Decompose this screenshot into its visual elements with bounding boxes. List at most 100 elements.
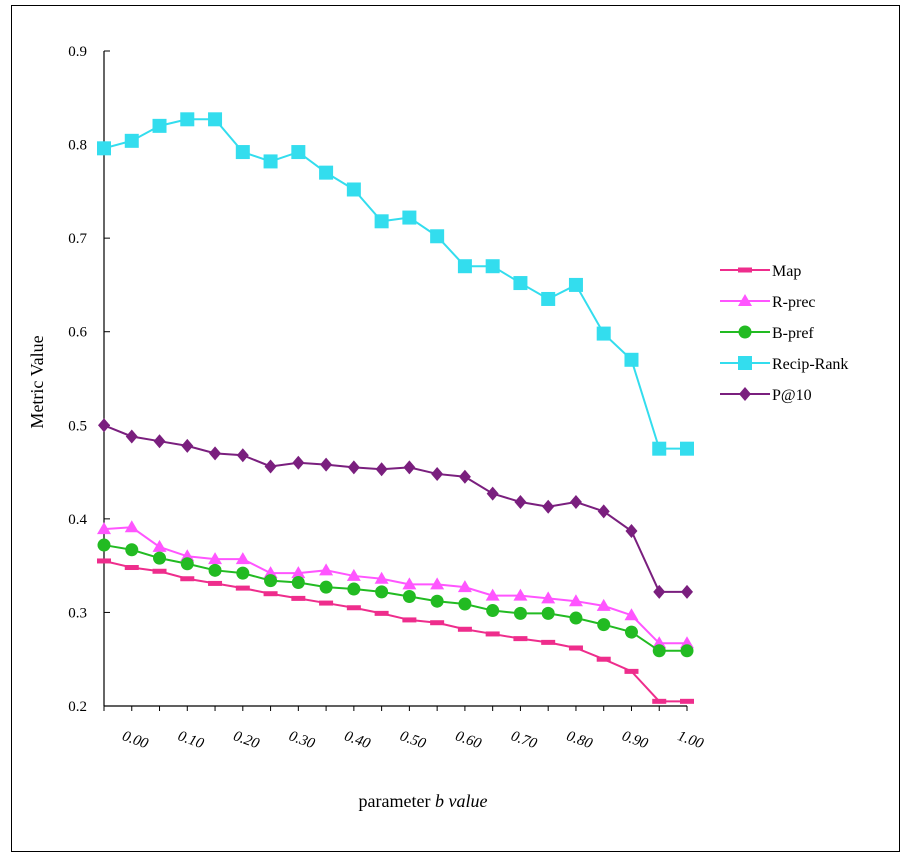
data-point [291,595,306,601]
data-point [291,566,306,579]
data-point [568,594,583,607]
data-point [403,460,416,475]
data-point [680,441,694,456]
data-point [292,455,305,470]
data-point [513,606,527,620]
data-point [568,277,583,292]
legend-label: R-prec [772,294,816,311]
data-point [374,214,389,229]
data-point [208,580,223,586]
legend-marker [739,387,751,401]
data-point [235,552,250,565]
data-point [568,645,583,651]
x-tick-label: 0.60 [453,728,484,752]
x-tick-label: 0.20 [231,728,262,752]
data-point [652,636,667,649]
data-point [124,565,139,571]
data-point [542,499,555,514]
data-point [209,446,222,461]
x-tick-label: 0.90 [620,728,651,752]
data-point [402,210,417,225]
data-point [124,133,139,148]
data-point [263,566,278,579]
data-point [596,326,611,341]
data-point [569,495,582,510]
data-point [597,618,611,632]
data-point [375,462,388,477]
data-point [652,698,667,704]
legend-marker [738,294,752,306]
data-point [431,466,444,481]
series-line [103,526,687,645]
data-point [624,625,638,639]
data-point [430,620,445,626]
legend: Map R-prec B-pref Recip-Rank P@10 [720,263,848,404]
data-point [153,551,167,565]
data-point [680,644,694,658]
data-point [624,668,639,674]
series-recip-rank [97,112,694,456]
data-point [263,591,278,597]
series-line [103,544,687,652]
data-point [430,229,445,244]
data-point [97,141,111,156]
data-point [624,608,639,621]
x-tick-label: 0.40 [342,728,373,752]
data-point [541,639,556,645]
data-point [97,538,111,552]
x-axis-title: parameter b value [359,791,488,811]
data-point [180,112,195,127]
y-tick-label: 0.9 [68,44,87,60]
data-point [180,549,195,562]
legend-entry: Recip-Rank [720,356,848,373]
data-point [485,588,500,601]
data-point [375,585,389,599]
data-point [319,563,334,576]
data-point [98,418,110,433]
data-point [181,438,194,453]
data-point [596,598,611,611]
data-point [208,552,223,565]
series-line [103,424,687,593]
data-point [346,605,361,611]
data-point [152,568,167,574]
y-tick-label: 0.2 [68,699,87,715]
data-point [458,469,471,484]
data-point [681,584,693,599]
legend-marker [738,267,752,273]
y-tick-label: 0.7 [68,231,87,247]
legend-marker [738,356,752,370]
y-tick-label: 0.8 [68,138,87,154]
data-point [486,604,500,618]
data-point [485,631,500,637]
data-point [291,575,305,589]
data-point [180,557,194,571]
chart-axes: 0.2 0.3 0.4 0.5 0.6 0.7 0.8 0.9 0.00 0.10 0.20 0.30… [68,44,706,752]
series-p-10 [98,418,693,599]
legend-label: B-pref [772,325,814,342]
x-axis-title-suffix: value [444,791,487,811]
data-point [513,276,528,291]
data-point [541,606,555,620]
x-tick-label: 0.80 [564,728,595,752]
x-tick-label: 0.10 [176,728,207,752]
x-axis-title-variable: b [435,791,444,811]
data-point [514,495,527,510]
data-point [347,460,360,475]
legend-label: Recip-Rank [772,356,848,373]
series-layer [97,112,694,704]
data-point [652,644,666,658]
data-point [291,145,306,160]
data-point [430,594,444,608]
series-line [103,118,687,450]
data-point [264,459,277,474]
y-tick-label: 0.4 [68,512,87,528]
series-r-prec [97,520,694,649]
data-point [97,522,111,535]
data-point [235,145,250,160]
legend-label: P@10 [772,387,812,404]
data-point [152,118,167,133]
x-tick-label: 0.00 [120,728,151,752]
x-tick-label: 0.70 [509,728,540,752]
